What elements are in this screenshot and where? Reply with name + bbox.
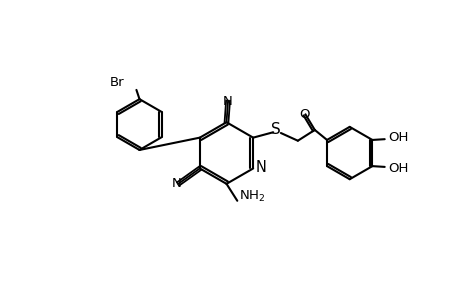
- Text: S: S: [271, 122, 280, 137]
- Text: N: N: [255, 160, 266, 175]
- Text: N: N: [223, 94, 232, 107]
- Text: OH: OH: [387, 162, 407, 175]
- Text: O: O: [298, 108, 308, 122]
- Text: NH$_2$: NH$_2$: [238, 189, 265, 204]
- Text: OH: OH: [387, 131, 407, 144]
- Text: Br: Br: [109, 76, 124, 89]
- Text: N: N: [172, 177, 181, 190]
